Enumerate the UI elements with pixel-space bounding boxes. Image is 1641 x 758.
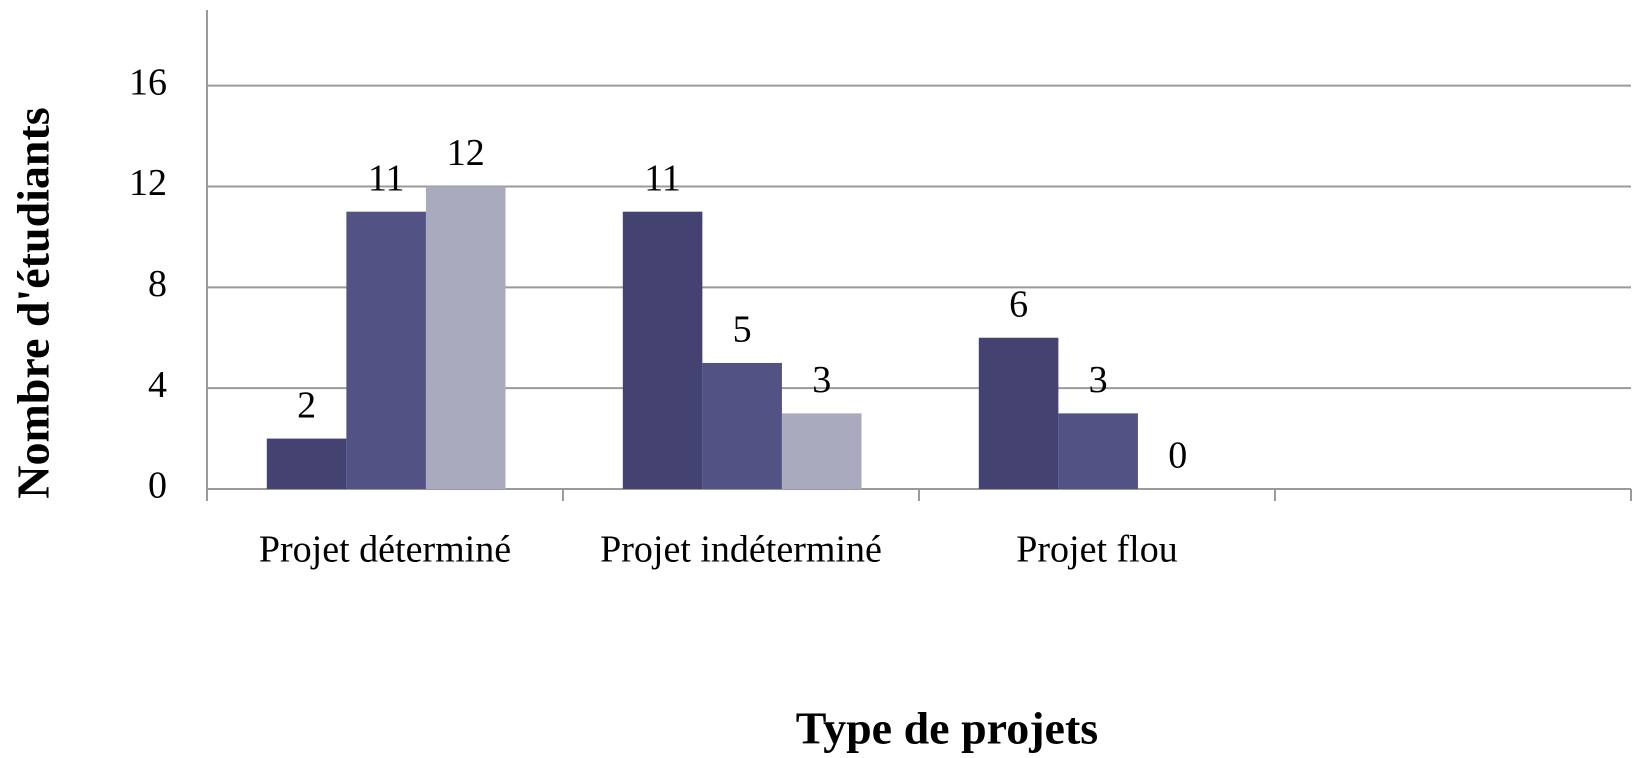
bar [425, 186, 506, 489]
y-tick-label: 12 [129, 162, 167, 204]
data-label: 3 [812, 359, 831, 401]
bar [702, 362, 782, 489]
bar [346, 211, 426, 489]
y-axis-title: Nombre d'étudiants [8, 107, 59, 498]
data-label: 2 [297, 384, 316, 426]
bar [978, 337, 1059, 489]
data-label: 11 [368, 157, 405, 199]
data-label: 11 [644, 157, 681, 199]
x-tick-label: Projet déterminé [259, 529, 511, 571]
y-tick-label: 16 [129, 61, 167, 103]
data-label: 12 [447, 132, 485, 174]
y-tick-label: 8 [148, 263, 167, 305]
bar [1058, 413, 1138, 489]
data-label: 5 [733, 309, 752, 351]
bar [266, 438, 347, 489]
bar [781, 413, 862, 489]
data-label: 6 [1009, 283, 1028, 325]
data-label: 3 [1089, 359, 1108, 401]
y-tick-label: 0 [148, 465, 167, 507]
x-axis-title: Type de projets [796, 703, 1098, 754]
x-tick-label: Projet indéterminé [600, 529, 882, 571]
data-label: 0 [1168, 435, 1187, 477]
x-tick-label: Projet flou [1016, 529, 1177, 571]
y-tick-label: 4 [148, 364, 167, 406]
bar [622, 211, 703, 489]
